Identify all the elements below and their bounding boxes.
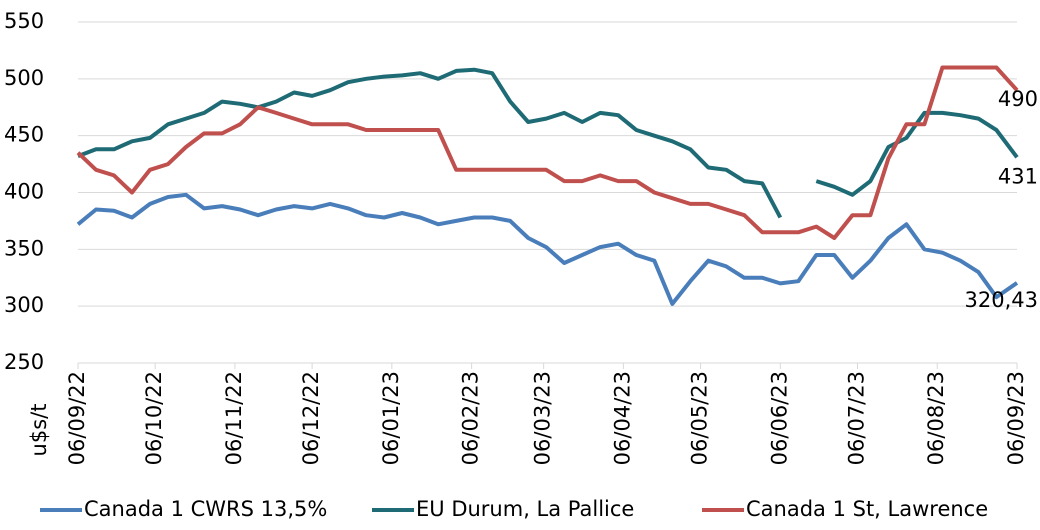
x-tick-label: 06/10/22 <box>142 371 166 465</box>
value-label: 320,43 <box>965 288 1038 312</box>
y-tick-label: 500 <box>4 66 44 90</box>
x-tick-label: 06/05/23 <box>688 371 712 465</box>
y-tick-label: 250 <box>4 350 44 374</box>
value-label: 431 <box>998 164 1038 188</box>
x-tick-label: 06/06/23 <box>767 371 791 465</box>
y-tick-label: 400 <box>4 180 44 204</box>
series-line <box>76 65 1019 240</box>
x-tick-label: 06/09/23 <box>1004 371 1028 465</box>
legend-label: EU Durum, La Pallice <box>416 497 634 521</box>
x-tick-label: 06/12/22 <box>299 371 323 465</box>
x-tick-label: 06/01/23 <box>379 371 403 465</box>
y-axis-label: u$s/t <box>27 404 51 457</box>
y-tick-label: 550 <box>4 9 44 33</box>
x-tick-label: 06/04/23 <box>610 371 634 465</box>
series-line <box>76 192 1019 306</box>
x-tick-label: 06/08/23 <box>924 371 948 465</box>
x-tick-label: 06/11/22 <box>222 371 246 465</box>
legend-label: Canada 1 St, Lawrence <box>746 497 988 521</box>
y-tick-label: 450 <box>4 123 44 147</box>
series-line <box>77 67 783 219</box>
y-tick-label: 350 <box>4 236 44 260</box>
x-tick-label: 06/02/23 <box>459 371 483 465</box>
value-label: 490 <box>998 87 1038 111</box>
x-tick-label: 06/09/22 <box>65 371 89 465</box>
x-tick-label: 06/03/23 <box>531 371 555 465</box>
x-tick-label: 06/07/23 <box>844 371 868 465</box>
legend-label: Canada 1 CWRS 13,5% <box>84 497 327 521</box>
y-tick-label: 300 <box>4 293 44 317</box>
